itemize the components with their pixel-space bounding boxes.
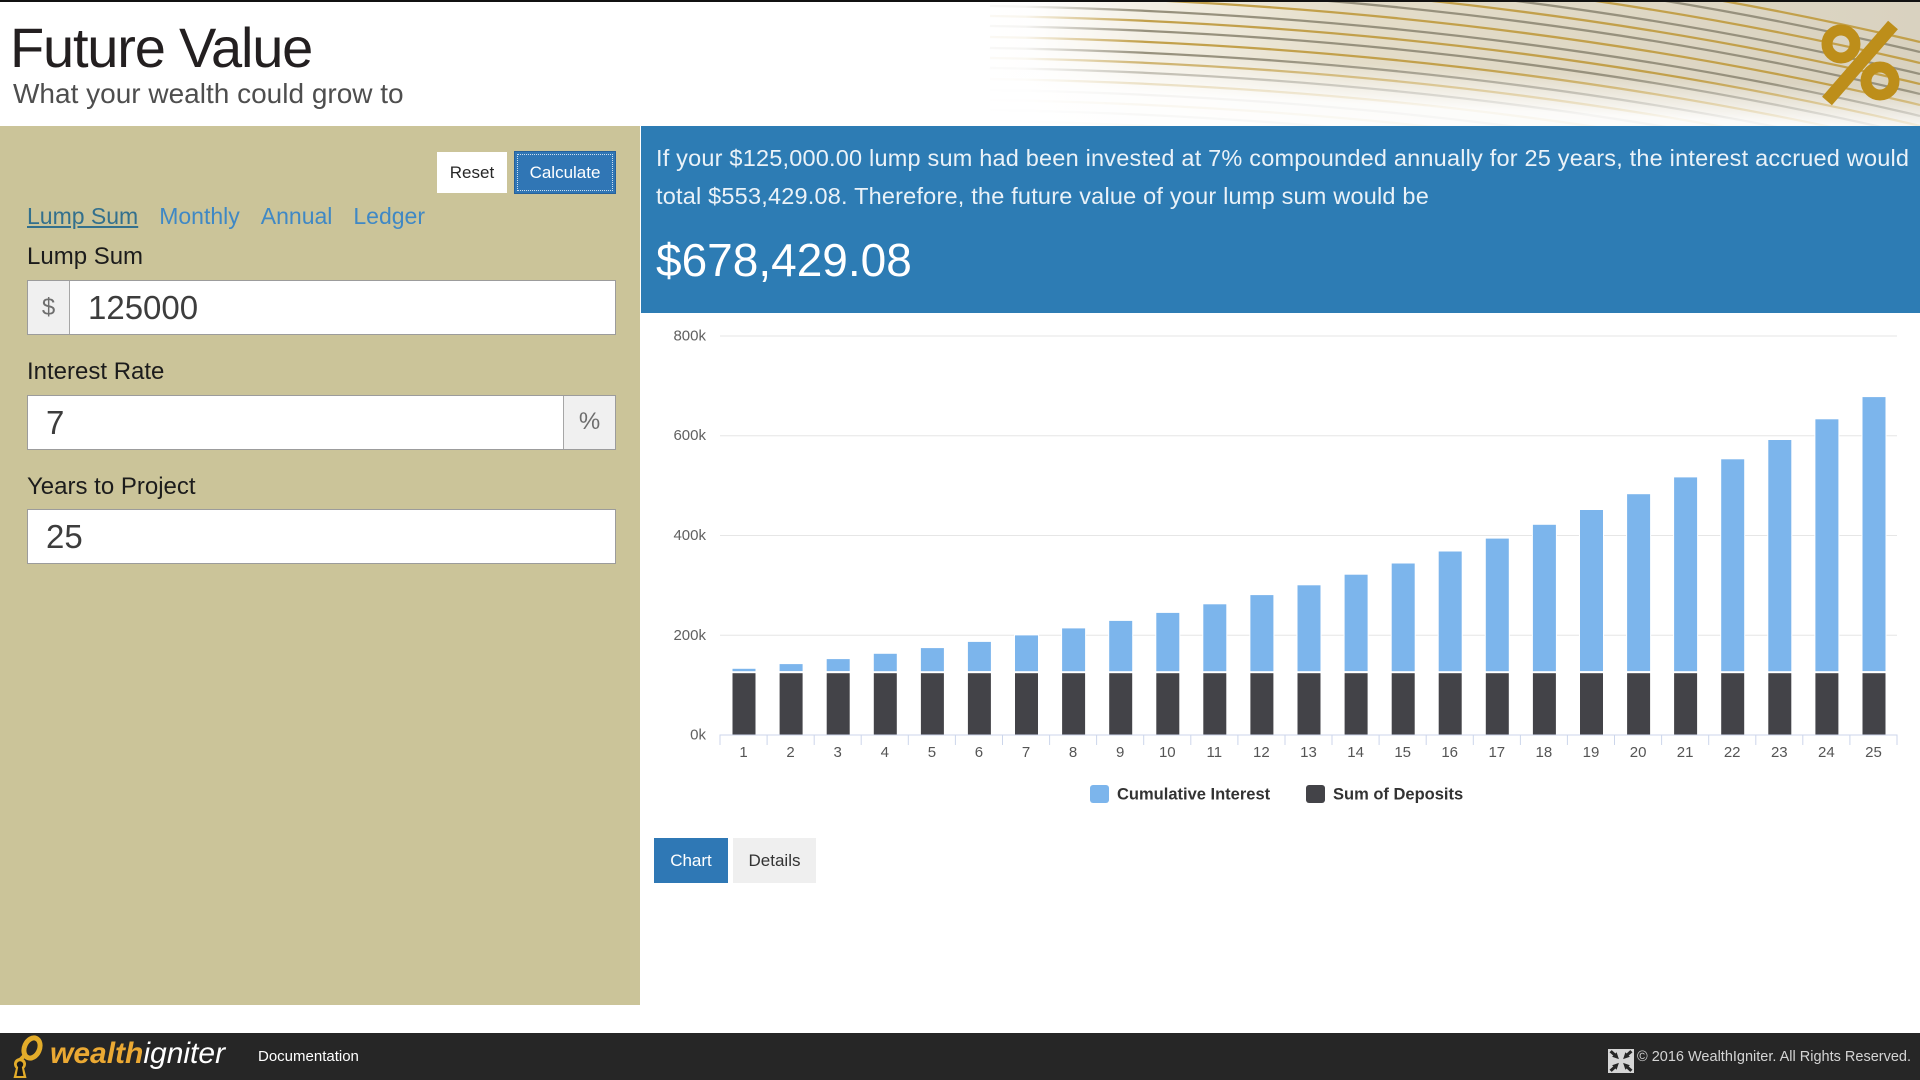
svg-text:19: 19 (1583, 744, 1600, 761)
svg-text:16: 16 (1441, 744, 1458, 761)
svg-text:20: 20 (1630, 744, 1647, 761)
svg-text:4: 4 (881, 744, 889, 761)
svg-text:23: 23 (1771, 744, 1788, 761)
svg-text:17: 17 (1488, 744, 1505, 761)
svg-text:6: 6 (975, 744, 983, 761)
svg-text:Sum of Deposits: Sum of Deposits (1333, 786, 1463, 804)
svg-text:8: 8 (1069, 744, 1077, 761)
svg-text:0k: 0k (690, 727, 706, 744)
svg-text:18: 18 (1536, 744, 1553, 761)
svg-text:Cumulative Interest: Cumulative Interest (1117, 786, 1271, 804)
svg-text:400k: 400k (673, 527, 706, 544)
svg-text:22: 22 (1724, 744, 1741, 761)
svg-text:25: 25 (1865, 744, 1882, 761)
svg-text:14: 14 (1347, 744, 1364, 761)
svg-text:3: 3 (834, 744, 842, 761)
svg-text:24: 24 (1818, 744, 1835, 761)
svg-text:10: 10 (1159, 744, 1176, 761)
svg-text:15: 15 (1394, 744, 1411, 761)
svg-text:5: 5 (928, 744, 936, 761)
svg-text:9: 9 (1116, 744, 1124, 761)
svg-text:800k: 800k (673, 328, 706, 345)
svg-text:200k: 200k (673, 627, 706, 644)
svg-text:1: 1 (739, 744, 747, 761)
svg-text:12: 12 (1253, 744, 1270, 761)
svg-text:7: 7 (1022, 744, 1030, 761)
svg-text:600k: 600k (673, 427, 706, 444)
svg-text:2: 2 (786, 744, 794, 761)
svg-text:11: 11 (1207, 744, 1223, 761)
svg-text:13: 13 (1300, 744, 1317, 761)
svg-text:21: 21 (1677, 744, 1694, 761)
